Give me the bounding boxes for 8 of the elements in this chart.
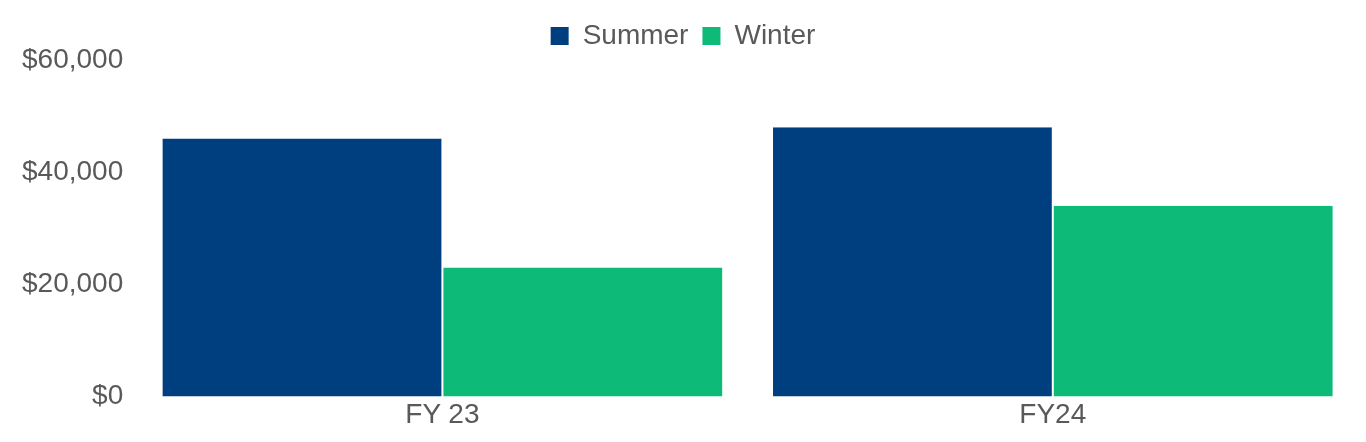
x-tick-label: FY 23 <box>405 397 480 429</box>
y-tick-label: $40,000 <box>21 154 124 186</box>
legend-label: Summer <box>582 18 689 50</box>
legend-label: Winter <box>734 18 816 50</box>
y-tick-label: $60,000 <box>21 42 124 74</box>
y-tick-label: $0 <box>92 379 124 411</box>
y-tick-label: $20,000 <box>21 266 124 298</box>
x-tick-label: FY24 <box>1019 397 1087 429</box>
